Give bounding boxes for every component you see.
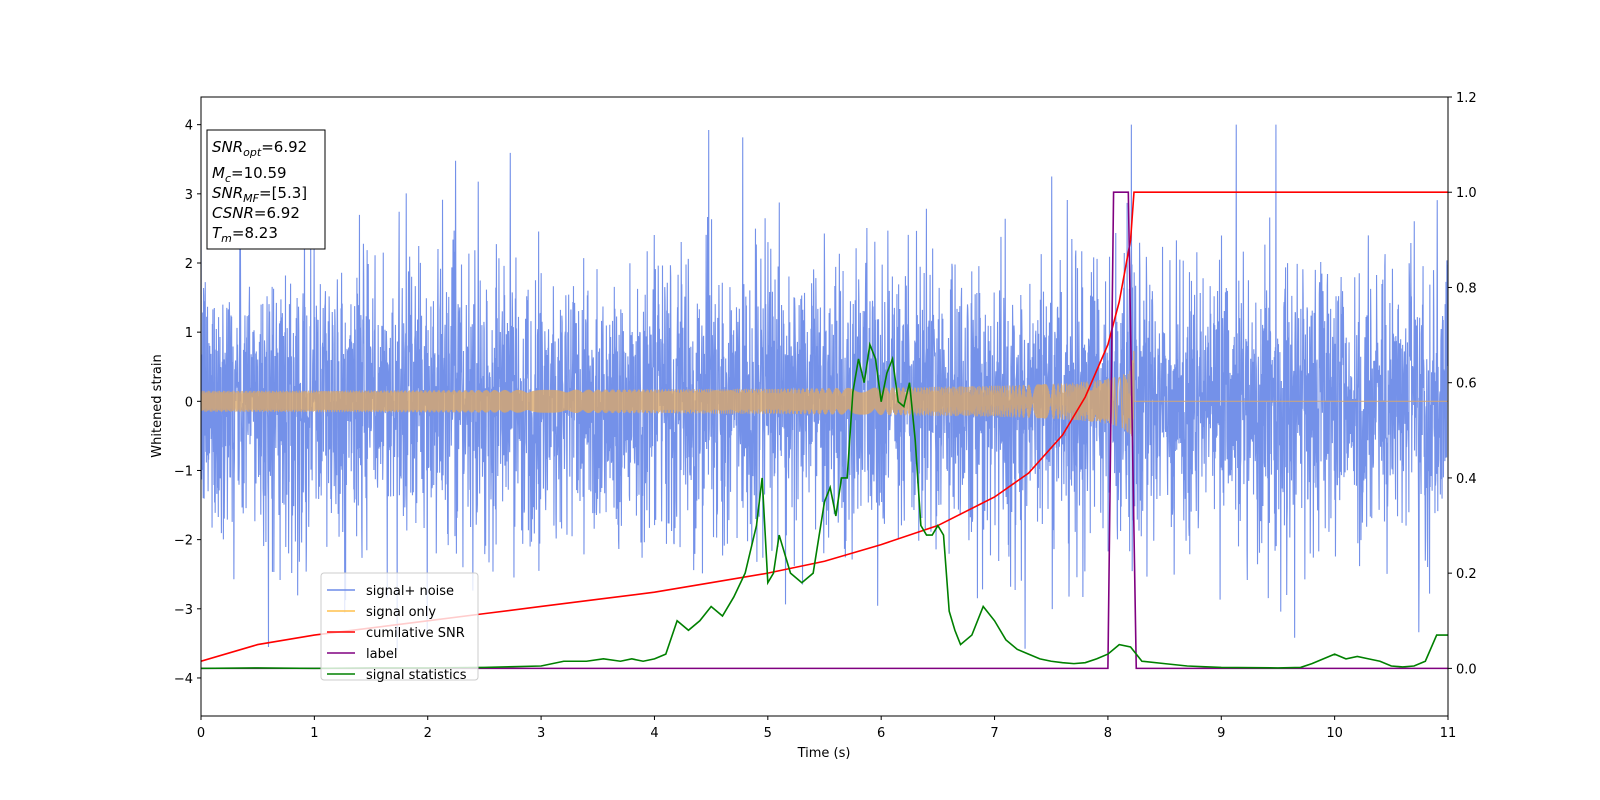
y-axis-label: Whitened strain [150, 354, 165, 457]
annotation-snr-mf: SNRMF=[5.3] [212, 184, 307, 205]
y-axis-right: 0.0 0.2 0.4 0.6 0.8 1.0 1.2 [1448, 91, 1477, 677]
x-tick-label: 11 [1440, 726, 1457, 741]
annotation-csnr: CSNR=6.92 [212, 204, 300, 222]
y-right-tick-label: 0.4 [1456, 472, 1477, 487]
legend-label: cumilative SNR [366, 626, 465, 641]
x-tick-label: 6 [877, 726, 885, 741]
annotation-snr-opt: SNRopt=6.92 [212, 138, 307, 159]
x-tick-label: 8 [1104, 726, 1112, 741]
legend-label: signal only [366, 605, 436, 620]
y-left-tick-label: 0 [185, 395, 193, 410]
y-left-tick-label: −1 [174, 464, 193, 479]
y-left-tick-label: 2 [185, 257, 193, 272]
y-right-tick-label: 0.8 [1456, 281, 1477, 296]
x-tick-label: 3 [537, 726, 545, 741]
x-tick-label: 2 [424, 726, 432, 741]
y-right-tick-label: 1.2 [1456, 91, 1477, 106]
x-tick-label: 9 [1217, 726, 1225, 741]
y-left-tick-label: 1 [185, 326, 193, 341]
y-right-tick-label: 1.0 [1456, 186, 1477, 201]
legend-label: signal+ noise [366, 584, 454, 599]
y-left-tick-label: −3 [174, 603, 193, 618]
x-tick-label: 7 [990, 726, 998, 741]
series-label [201, 191, 1448, 670]
annotation-box: SNRopt=6.92 Mc=10.59 SNRMF=[5.3] CSNR=6.… [206, 129, 326, 250]
annotation-frame [206, 129, 326, 250]
y-right-tick-label: 0.2 [1456, 567, 1477, 582]
plot-frame [200, 96, 1449, 717]
legend-frame [320, 572, 479, 681]
x-tick-label: 10 [1326, 726, 1343, 741]
y-left-tick-label: 3 [185, 188, 193, 203]
y-right-tick-label: 0.0 [1456, 662, 1477, 677]
y-left-tick-label: 4 [185, 119, 193, 134]
y-right-tick-label: 0.6 [1456, 377, 1477, 392]
x-tick-label: 5 [764, 726, 772, 741]
x-tick-label: 4 [650, 726, 658, 741]
y-left-tick-label: −4 [174, 672, 193, 687]
legend-label: signal statistics [366, 668, 467, 683]
annotation-mc: Mc=10.59 [212, 164, 287, 185]
y-axis-left: −4 −3 −2 −1 0 1 2 3 4 [174, 119, 201, 687]
x-tick-label: 0 [197, 726, 205, 741]
y-left-tick-label: −2 [174, 534, 193, 549]
legend: signal+ noise signal only cumilative SNR la… [320, 572, 479, 683]
series-signal-only [201, 350, 1448, 446]
x-axis: 0 1 2 3 4 5 6 7 8 9 10 11 [197, 716, 1456, 741]
series-signal-noise [201, 124, 1448, 651]
series-signal-statistics [201, 341, 1448, 670]
x-tick-label: 1 [310, 726, 318, 741]
annotation-tm: Tm=8.23 [212, 224, 278, 245]
x-axis-label: Time (s) [797, 746, 851, 761]
legend-label: label [366, 647, 397, 662]
